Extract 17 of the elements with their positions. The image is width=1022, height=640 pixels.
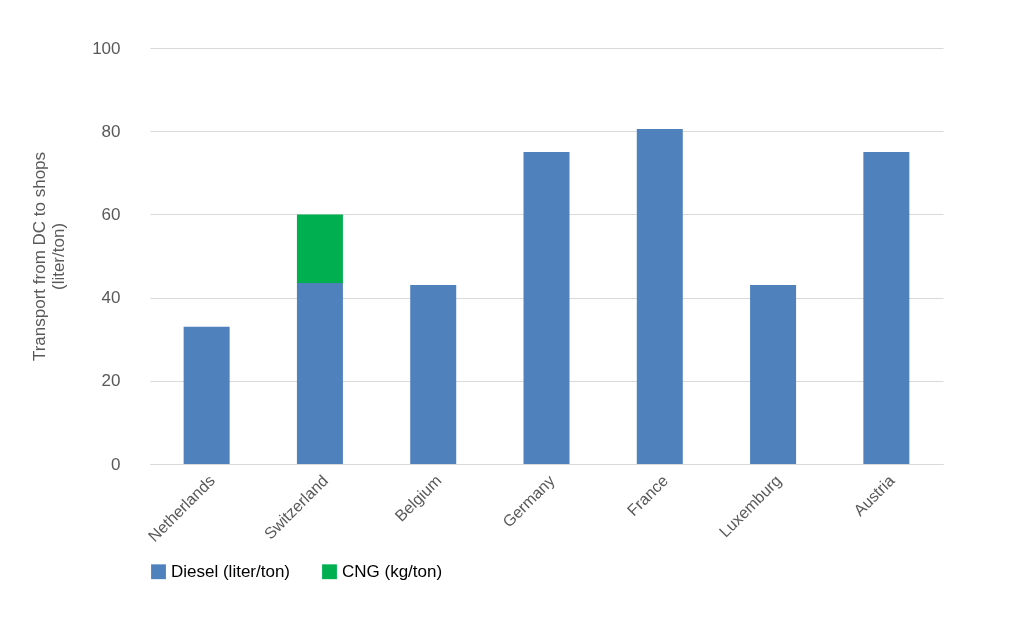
y-axis-title: Transport from DC to shops (liter/ton) (30, 151, 69, 362)
bar (750, 285, 797, 464)
bar (296, 283, 343, 464)
y-tick-label: 80 (101, 121, 121, 141)
legend-label: CNG (kg/ton) (342, 561, 443, 581)
bar (636, 129, 683, 464)
y-tick-label: 40 (101, 288, 121, 308)
y-tick-label: 100 (92, 38, 121, 58)
y-tick-label: 20 (101, 371, 121, 391)
bar (863, 152, 910, 464)
legend-label: Diesel (liter/ton) (171, 561, 291, 581)
bar (410, 285, 457, 464)
y-tick-label: 0 (111, 454, 121, 474)
bar (296, 214, 343, 284)
y-tick-label: 60 (101, 204, 121, 224)
bar (183, 326, 230, 464)
bar (523, 152, 570, 464)
